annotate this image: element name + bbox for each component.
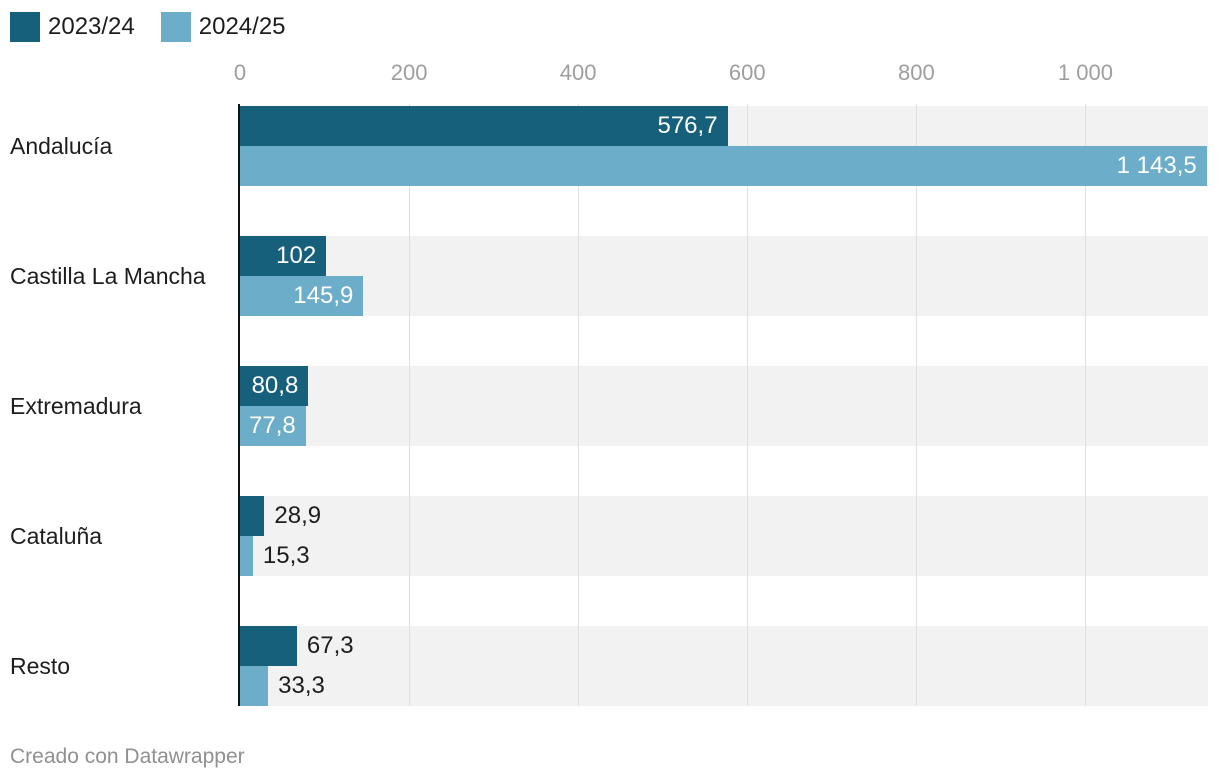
bar-series2[interactable] xyxy=(240,536,253,576)
value-label: 576,7 xyxy=(657,112,718,139)
category-label: Cataluña xyxy=(10,522,103,549)
bar-series2[interactable] xyxy=(240,666,269,706)
y-axis-line xyxy=(238,104,240,706)
bar-series2[interactable]: 77,8 xyxy=(240,406,306,446)
category-label: Castilla La Mancha xyxy=(10,262,206,289)
x-axis-tick-label: 1 000 xyxy=(1057,60,1113,85)
x-axis-tick-label: 600 xyxy=(728,60,766,85)
bar-series1[interactable] xyxy=(240,626,297,666)
value-label: 28,9 xyxy=(274,502,322,529)
row-background xyxy=(240,236,1208,316)
value-label: 77,8 xyxy=(249,412,296,439)
bar-series1[interactable]: 102 xyxy=(240,236,327,276)
value-label: 1 143,5 xyxy=(1116,152,1197,179)
x-axis-tick-label: 0 xyxy=(233,60,247,85)
legend-label-2023-24: 2023/24 xyxy=(48,13,135,40)
bar-series1[interactable]: 576,7 xyxy=(240,106,728,146)
value-label: 80,8 xyxy=(251,372,299,399)
bar-group: 576,7 1 143,5 xyxy=(240,106,1208,186)
bar-series1[interactable]: 80,8 xyxy=(240,366,309,406)
bar-group: 102 145,9 xyxy=(240,236,1208,316)
value-label: 33,3 xyxy=(278,672,325,699)
bar-group: 28,9 15,3 xyxy=(240,496,1208,576)
row-background xyxy=(240,496,1208,576)
value-label: 102 xyxy=(276,242,317,269)
attribution: Creado con Datawrapper xyxy=(10,745,245,768)
bar-series2[interactable]: 1 143,5 xyxy=(240,146,1207,186)
gridline xyxy=(409,104,410,706)
row-background xyxy=(240,626,1208,706)
bar-series1[interactable] xyxy=(240,496,265,536)
bar-series2[interactable]: 145,9 xyxy=(240,276,364,316)
legend: 2023/24 2024/25 xyxy=(10,12,286,42)
gridline xyxy=(1085,104,1086,706)
row-background xyxy=(240,366,1208,446)
gridline xyxy=(578,104,579,706)
legend-label-2024-25: 2024/25 xyxy=(198,13,286,40)
category-label: Resto xyxy=(10,652,71,679)
bar-group: 67,3 33,3 xyxy=(240,626,1208,706)
gridline xyxy=(916,104,917,706)
legend-item-2023-24: 2023/24 xyxy=(10,12,135,42)
legend-swatch-2024-25 xyxy=(160,12,191,42)
value-label: 15,3 xyxy=(262,542,310,569)
legend-swatch-2023-24 xyxy=(10,12,40,42)
bar-group: 80,8 77,8 xyxy=(240,366,1208,446)
legend-item-2024-25: 2024/25 xyxy=(160,12,286,42)
x-axis-tick-label: 400 xyxy=(559,60,597,85)
plot-area: 576,7 1 143,5 102 145,9 80,8 77,8 28,9 15,3 67,3… xyxy=(238,104,1208,706)
x-axis-tick-label: 200 xyxy=(390,60,428,85)
category-label: Andalucía xyxy=(10,132,113,159)
value-label: 67,3 xyxy=(306,632,354,659)
x-axis-tick-label: 800 xyxy=(897,60,935,85)
gridline xyxy=(747,104,748,706)
category-label: Extremadura xyxy=(10,392,142,419)
value-label: 145,9 xyxy=(293,282,354,309)
